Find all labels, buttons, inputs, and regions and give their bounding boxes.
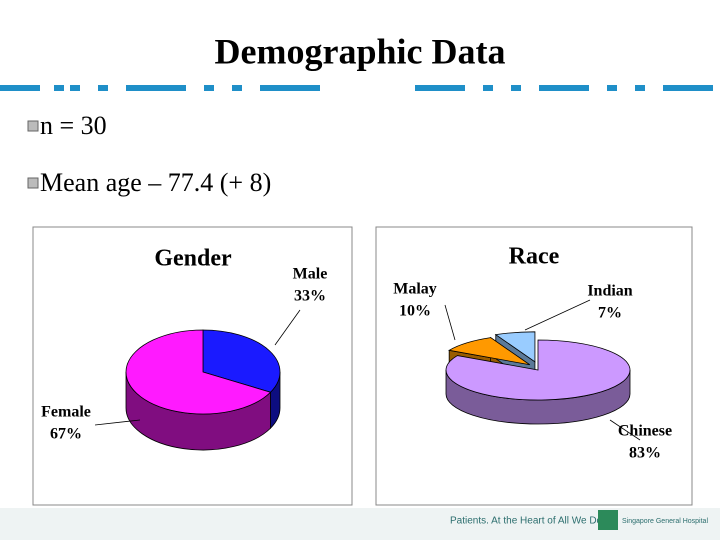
bullet-icon [27, 120, 39, 132]
legend-label: Malay [393, 281, 437, 298]
data-label: 7% [598, 305, 622, 322]
data-label: 33% [294, 288, 326, 305]
data-label: 83% [629, 445, 661, 462]
chart-frame [32, 226, 353, 506]
chart-title: Race [509, 244, 560, 270]
pie-slice [494, 331, 536, 363]
bullet: Mean age – 77.4 (+ 8) [40, 168, 271, 197]
leader-line [524, 299, 591, 331]
footer-tagline: Patients. At the Heart of All We Do. [450, 516, 605, 527]
footer-logo: Singapore General Hospital [622, 518, 708, 525]
pie-slice [445, 339, 631, 401]
chart-frame [375, 226, 693, 506]
pie-slice [202, 329, 281, 393]
pie-slice [448, 337, 531, 366]
bullet-icon [27, 177, 39, 189]
bullet: n = 30 [40, 111, 107, 140]
leader-line [274, 309, 301, 346]
footer-logo-icon [598, 510, 618, 530]
legend-label: Chinese [618, 423, 672, 440]
legend-label: Indian [587, 283, 632, 300]
pie-slice [125, 329, 272, 415]
legend-label: Male [293, 266, 328, 283]
slide-title: Demographic Data [215, 31, 506, 71]
legend-label: Female [41, 404, 91, 421]
data-label: 67% [50, 426, 82, 443]
leader-line [609, 419, 641, 441]
leader-line [444, 304, 456, 341]
data-label: 10% [399, 303, 431, 320]
leader-line [94, 419, 141, 426]
chart-title: Gender [154, 246, 232, 272]
